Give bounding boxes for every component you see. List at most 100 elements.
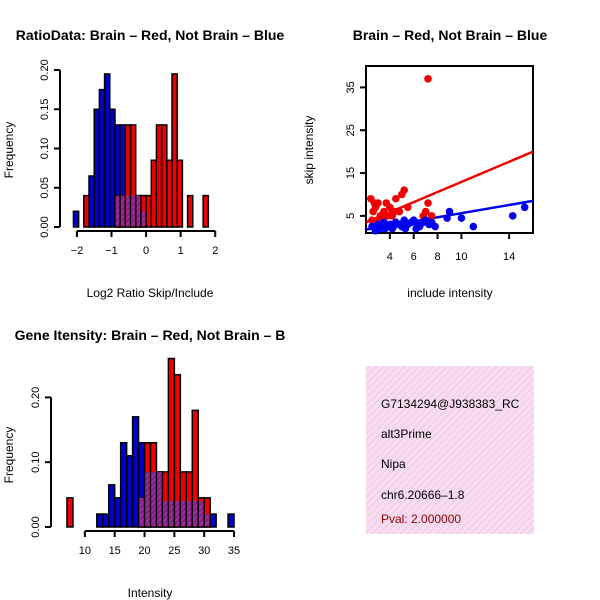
intensity-scatter-panel: Brain – Red, Not Brain – Blue 4 6 8 10 14 5 15… — [302, 27, 547, 300]
ratio-bar-overlap — [141, 211, 146, 227]
ratio-x-tick-label: −1 — [105, 245, 118, 257]
scatter-x-tick-label: 10 — [455, 251, 467, 263]
ratio-bar-not-brain — [88, 175, 95, 228]
scatter-y-tick-label: 35 — [345, 81, 357, 93]
point-brain — [370, 199, 379, 207]
intensity-x-tick-label: 20 — [138, 545, 150, 557]
intensity-y-tick-label: 0.10 — [30, 451, 42, 472]
intensity-x-tick-label: 15 — [109, 545, 121, 557]
point-not-brain — [371, 227, 380, 235]
intensity-ylabel: Frequency — [2, 427, 16, 484]
ratio-bar-brain — [155, 124, 163, 228]
ratio-ylabel: Frequency — [2, 122, 16, 179]
ratio-x-tick-label: 0 — [143, 245, 149, 257]
ratio-bar-not-brain — [98, 88, 106, 228]
point-not-brain — [520, 203, 529, 212]
scatter-y-tick-label: 15 — [345, 167, 357, 179]
intensity-bar-overlap — [175, 501, 180, 527]
intensity-bar-overlap — [157, 471, 162, 527]
intensity-x-tick-label: 30 — [198, 545, 210, 557]
scatter-x-tick-label: 8 — [435, 251, 441, 263]
info-panel: G7134294@J938383_RC alt3Prime Nipa chr6.… — [366, 366, 534, 534]
point-not-brain — [508, 212, 517, 220]
point-not-brain — [469, 222, 478, 231]
point-brain — [421, 207, 430, 216]
intensity-xlabel: Intensity — [128, 586, 173, 600]
intensity-bar-not-brain — [113, 497, 122, 528]
ratio-bar-brain — [166, 159, 173, 228]
info-event-type: alt3Prime — [381, 427, 432, 441]
intensity-bar-overlap — [187, 501, 192, 527]
intensity-bar-overlap — [205, 514, 210, 527]
scatter-x-tick-label: 6 — [411, 251, 417, 263]
intensity-bar-overlap — [151, 471, 156, 527]
ratio-y-tick-label: 0.05 — [39, 177, 51, 198]
scatter-points — [366, 75, 529, 235]
point-brain — [390, 207, 399, 216]
intensity-bar-not-brain — [131, 416, 140, 528]
point-not-brain — [381, 224, 389, 233]
intensity-bar-overlap — [181, 501, 186, 527]
ratio-bar-brain — [202, 194, 210, 228]
info-background — [366, 366, 534, 534]
point-brain — [427, 212, 436, 220]
info-pval: Pval: 2.000000 — [381, 512, 461, 526]
intensity-bar-not-brain — [107, 484, 116, 528]
point-not-brain — [389, 222, 398, 231]
scatter-y-tick-label: 25 — [345, 124, 357, 136]
scatter-axes: 4 6 8 10 14 5 15 25 35 — [345, 81, 515, 263]
point-brain — [400, 186, 408, 194]
intensity-bar-overlap — [169, 501, 174, 527]
intensity-bars — [66, 357, 235, 528]
info-gene-name: Nipa — [381, 457, 406, 471]
ratio-bar-not-brain — [109, 108, 116, 228]
point-brain — [392, 194, 400, 203]
intensity-bar-not-brain — [96, 513, 104, 528]
point-not-brain — [445, 207, 454, 216]
scatter-xlabel: include intensity — [407, 286, 492, 300]
intensity-bar-overlap — [145, 471, 150, 527]
ratio-bar-brain — [150, 159, 158, 228]
ratio-bar-brain — [186, 194, 194, 228]
ratio-x-tick-label: 2 — [212, 245, 218, 257]
scatter-frame — [365, 65, 534, 234]
intensity-bar-brain — [66, 497, 74, 528]
ratio-bar-not-brain — [72, 210, 80, 228]
intensity-bar-overlap — [163, 501, 168, 527]
ratio-x-tick-label: −2 — [71, 245, 84, 257]
intensity-bar-overlap — [199, 501, 204, 527]
intensity-x-tick-label: 25 — [168, 545, 180, 557]
ratio-bar-overlap — [136, 195, 141, 227]
ratio-x-tick-label: 1 — [178, 245, 184, 257]
intensity-bar-not-brain — [119, 442, 128, 528]
intensity-bar-not-brain — [102, 513, 110, 528]
scatter-x-tick-label: 14 — [503, 251, 515, 263]
scatter-y-tick-label: 5 — [345, 213, 357, 219]
ratio-y-tick-label: 0.00 — [39, 216, 51, 237]
ratio-bar-not-brain — [93, 108, 101, 228]
ratio-xlabel: Log2 Ratio Skip/Include — [87, 286, 214, 300]
ratio-bars — [72, 73, 210, 228]
point-brain — [380, 212, 388, 220]
info-location: chr6.20666–1.8 — [381, 488, 465, 502]
ratio-bar-overlap — [115, 195, 120, 227]
point-not-brain — [412, 224, 420, 233]
ratio-title: RatioData: Brain – Red, Not Brain – Blue — [16, 27, 285, 43]
ratio-y-tick-label: 0.15 — [39, 99, 51, 120]
intensity-bar-overlap — [193, 501, 198, 527]
point-not-brain — [401, 224, 410, 233]
ratio-histogram-panel: RatioData: Brain – Red, Not Brain – Blue… — [2, 27, 284, 300]
ratio-bar-overlap — [126, 195, 130, 227]
intensity-x-tick-label: 10 — [79, 545, 91, 557]
intensity-x-tick-label: 35 — [228, 545, 240, 557]
intensity-bar-not-brain — [125, 454, 134, 528]
ratio-bar-not-brain — [103, 73, 111, 228]
point-brain — [368, 216, 376, 224]
ratio-bar-overlap — [131, 195, 135, 227]
intensity-y-tick-label: 0.20 — [30, 387, 42, 408]
point-brain — [424, 75, 432, 83]
intensity-y-tick-label: 0.00 — [30, 516, 42, 537]
ratio-bar-overlap — [120, 195, 125, 227]
ratio-y-tick-label: 0.20 — [39, 59, 51, 80]
